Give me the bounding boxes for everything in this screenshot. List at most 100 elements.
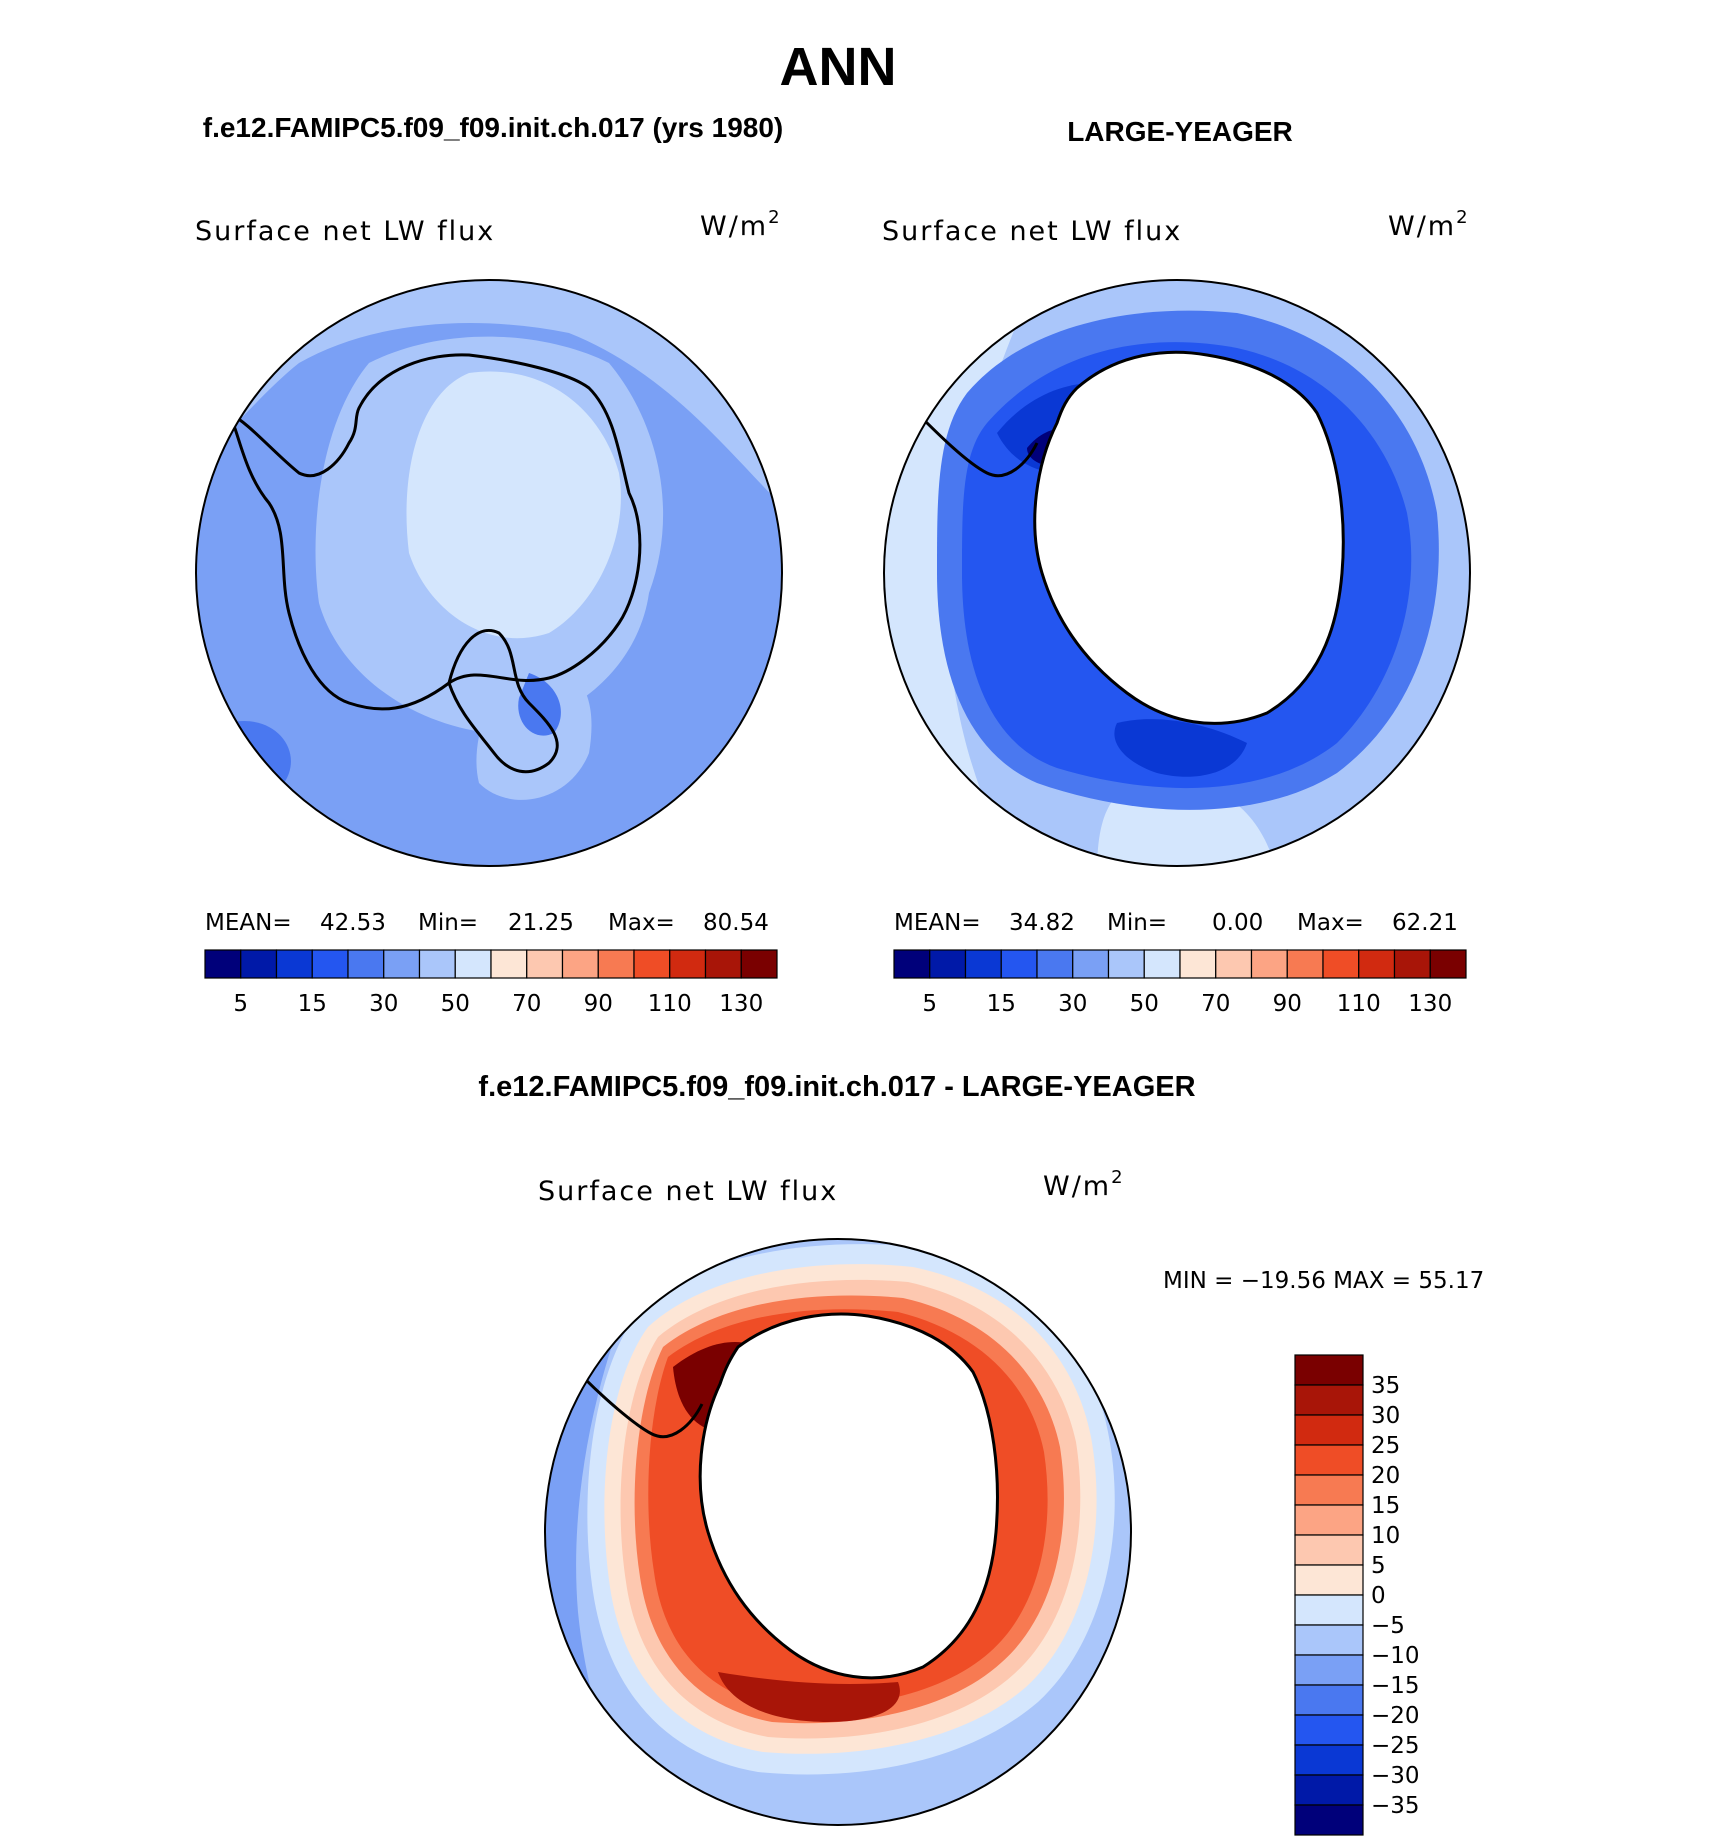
min-label: Min= (1107, 910, 1167, 936)
colorbar-swatch (383, 949, 421, 979)
min-value: 0.00 (1212, 910, 1263, 936)
colorbar-swatch (454, 949, 492, 979)
colorbar-tick-label: 5 (922, 991, 937, 1017)
panel-header: f.e12.FAMIPC5.f09_f09.init.ch.017 - LARG… (478, 1071, 1195, 1103)
polar-map (195, 279, 783, 867)
antarctica-landmask (1033, 350, 1345, 725)
colorbar-swatch (1294, 1804, 1364, 1836)
map-field-patch (518, 673, 561, 736)
colorbar-swatch (1294, 1594, 1364, 1626)
colorbar-tick-label: 130 (719, 991, 763, 1017)
colorbar-tick-label: 25 (1371, 1433, 1400, 1459)
colorbar-tick-label: −35 (1371, 1793, 1420, 1819)
unit-label: W/m2 (1043, 1167, 1125, 1202)
min-label: Min= (418, 910, 478, 936)
mean-label: MEAN= (205, 910, 292, 936)
antarctica-coastline (225, 353, 642, 711)
main-title: ANN (780, 37, 897, 97)
min-value: 21.25 (508, 910, 574, 936)
colorbar-tick-label: 35 (1371, 1373, 1400, 1399)
map-boundary (195, 279, 783, 867)
colorbar-tick-label: 70 (1201, 991, 1230, 1017)
colorbar-swatch (1107, 949, 1145, 979)
colorbar-swatch (1294, 1774, 1364, 1806)
colorbar-tick-label: 15 (298, 991, 327, 1017)
map-field-plateau (406, 371, 621, 639)
colorbar-tick-label: 30 (1058, 991, 1087, 1017)
panel-difference: f.e12.FAMIPC5.f09_f09.init.ch.017 - LARG… (478, 1071, 1484, 1836)
colorbar-tick-label: 30 (1371, 1403, 1400, 1429)
colorbar-swatch (1294, 1534, 1364, 1566)
colorbar-swatch (1179, 949, 1217, 979)
colorbar-swatch (1072, 949, 1110, 979)
panel-header: f.e12.FAMIPC5.f09_f09.init.ch.017 (yrs 1… (203, 112, 784, 143)
variable-label: Surface net LW flux (195, 216, 495, 247)
max-value: 62.21 (1392, 910, 1458, 936)
colorbar-swatch (275, 949, 313, 979)
colorbar-swatch (240, 949, 278, 979)
polar-map (544, 1238, 1132, 1826)
colorbar: 5 15 30 50 70 90 110 130 (204, 949, 778, 1017)
map-field-core (1114, 719, 1247, 777)
variable-label: Surface net LW flux (882, 216, 1182, 247)
panel-header: LARGE-YEAGER (1067, 116, 1293, 147)
panel-obs: LARGE-YEAGER Surface net LW flux W/m2 ME… (882, 116, 1471, 1017)
colorbar-swatch (704, 949, 742, 979)
mean-value: 42.53 (320, 910, 386, 936)
mean-value: 34.82 (1009, 910, 1075, 936)
colorbar-swatch (1358, 949, 1396, 979)
colorbar-swatch (1294, 1714, 1364, 1746)
colorbar-swatch (1429, 949, 1467, 979)
colorbar-swatch (1036, 949, 1074, 979)
polar-map (883, 279, 1471, 867)
colorbar-swatch (633, 949, 671, 979)
stats-line: MEAN= 34.82 Min= 0.00 Max= 62.21 (894, 910, 1458, 936)
stats-line: MEAN= 42.53 Min= 21.25 Max= 80.54 (205, 910, 769, 936)
colorbar-swatch (1294, 1414, 1364, 1446)
max-value: 80.54 (703, 910, 769, 936)
colorbar-swatch (893, 949, 931, 979)
colorbar-swatch (669, 949, 707, 979)
colorbar-tick-label: 130 (1408, 991, 1452, 1017)
colorbar-swatch (1215, 949, 1253, 979)
map-field-core (718, 1672, 900, 1722)
antarctica-landmask (698, 1312, 999, 1680)
colorbar-swatch (204, 949, 242, 979)
max-label: Max= (1297, 910, 1364, 936)
colorbar-tick-label: 90 (1273, 991, 1302, 1017)
colorbar-swatch (1294, 1474, 1364, 1506)
colorbar-tick-label: −10 (1371, 1643, 1420, 1669)
colorbar-tick-label: −15 (1371, 1673, 1420, 1699)
colorbar-swatch (1250, 949, 1288, 979)
antarctic-peninsula (915, 411, 1039, 478)
colorbar-swatch (964, 949, 1002, 979)
colorbar-tick-label: 50 (441, 991, 470, 1017)
antarctic-peninsula (581, 1375, 704, 1439)
colorbar-tick-label: 15 (987, 991, 1016, 1017)
min-max-readout: MIN = −19.56 MAX = 55.17 (1163, 1268, 1484, 1294)
max-label: Max= (608, 910, 675, 936)
colorbar-tick-label: 110 (648, 991, 692, 1017)
map-boundary (883, 279, 1471, 867)
colorbar-swatch (526, 949, 564, 979)
colorbar-swatch (561, 949, 599, 979)
colorbar-tick-label: 15 (1371, 1493, 1400, 1519)
colorbar-swatch (1286, 949, 1324, 979)
colorbar-swatch (1294, 1354, 1364, 1386)
colorbar-swatch (929, 949, 967, 979)
colorbar-tick-label: 70 (512, 991, 541, 1017)
colorbar-tick-label: −20 (1371, 1703, 1420, 1729)
colorbar-tick-label: 30 (369, 991, 398, 1017)
colorbar-tick-label: 5 (233, 991, 248, 1017)
panel-model: f.e12.FAMIPC5.f09_f09.init.ch.017 (yrs 1… (195, 112, 784, 1017)
colorbar-tick-label: 10 (1371, 1523, 1400, 1549)
colorbar-swatch (1294, 1654, 1364, 1686)
colorbar-tick-label: 50 (1130, 991, 1159, 1017)
colorbar-swatch (740, 949, 778, 979)
colorbar-swatch (1000, 949, 1038, 979)
colorbar-tick-label: −30 (1371, 1763, 1420, 1789)
mean-label: MEAN= (894, 910, 981, 936)
colorbar-swatch (1294, 1624, 1364, 1656)
variable-label: Surface net LW flux (538, 1176, 838, 1207)
